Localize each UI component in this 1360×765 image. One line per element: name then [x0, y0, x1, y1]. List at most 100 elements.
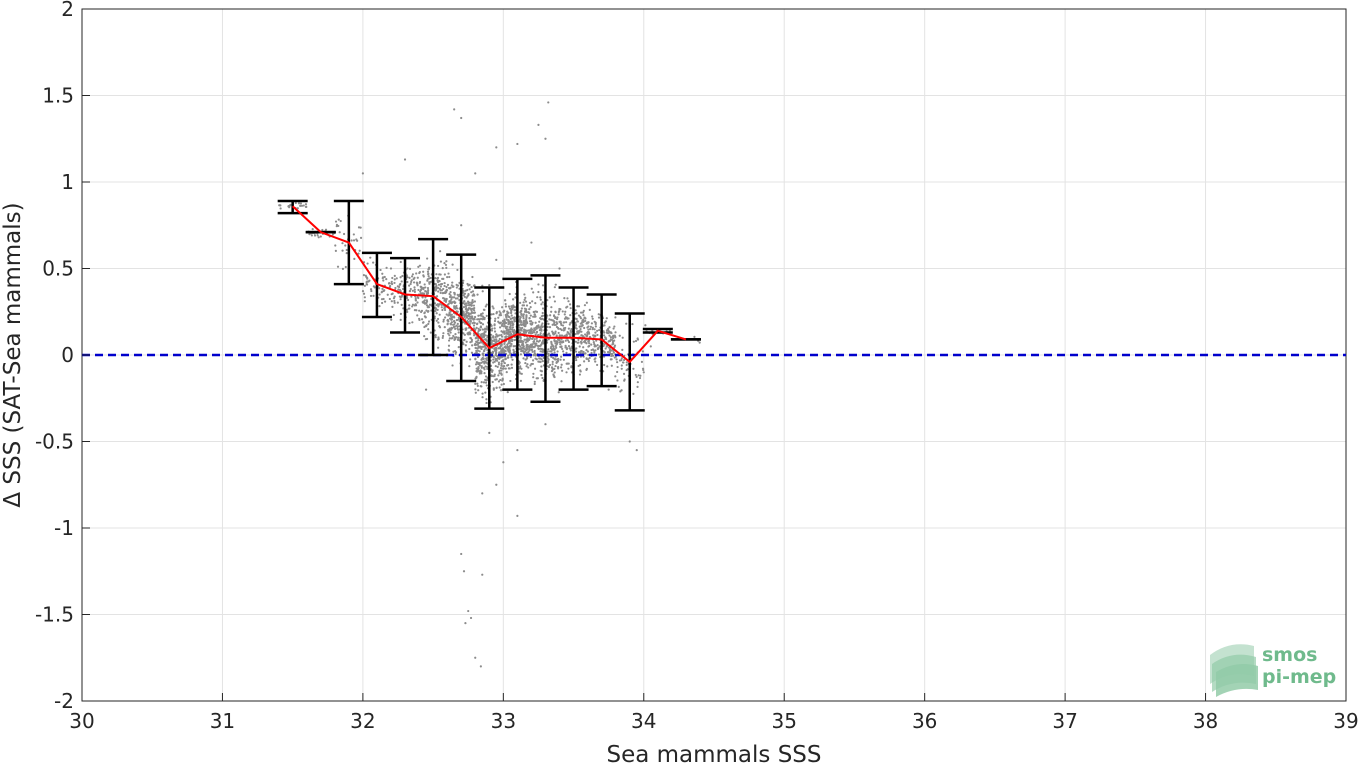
scatter-point	[574, 323, 577, 326]
scatter-point	[450, 326, 453, 329]
scatter-point	[474, 388, 477, 391]
scatter-point	[359, 236, 363, 239]
scatter-point	[468, 347, 471, 351]
scatter-point	[594, 325, 597, 328]
scatter-point	[607, 327, 610, 330]
scatter-point	[520, 312, 523, 315]
scatter-point	[555, 342, 559, 345]
scatter-point	[588, 335, 592, 339]
scatter-point	[483, 368, 486, 371]
scatter-point	[526, 351, 530, 354]
scatter-point	[519, 372, 522, 375]
scatter-point	[639, 374, 642, 377]
scatter-point	[463, 295, 466, 298]
scatter-point	[393, 278, 396, 281]
scatter-point	[484, 381, 488, 384]
y-axis-label: Δ SSS (SAT-Sea mammals)	[0, 202, 26, 507]
scatter-point	[532, 310, 535, 314]
scatter-point	[534, 326, 538, 329]
x-tick-label: 36	[912, 709, 937, 733]
scatter-point	[381, 277, 384, 280]
scatter-point	[428, 281, 431, 284]
scatter-point	[528, 308, 531, 311]
scatter-point	[649, 345, 652, 348]
scatter-point	[508, 350, 511, 353]
scatter-point	[530, 329, 533, 332]
scatter-point	[534, 328, 537, 331]
scatter-point	[413, 288, 416, 291]
scatter-point	[434, 288, 437, 291]
scatter-point	[610, 364, 613, 367]
scatter-point	[510, 305, 513, 308]
scatter-point	[455, 286, 458, 289]
scatter-point	[445, 299, 448, 302]
scatter-point	[479, 385, 482, 388]
scatter-point	[453, 305, 456, 309]
scatter-point	[503, 349, 507, 352]
scatter-point	[506, 345, 509, 348]
scatter-point	[581, 319, 584, 322]
scatter-point	[350, 239, 353, 242]
scatter-point	[393, 301, 396, 304]
scatter-point	[609, 349, 613, 352]
scatter-point	[504, 358, 507, 361]
scatter-point	[457, 336, 460, 339]
scatter-point	[466, 295, 469, 298]
scatter-point	[518, 335, 521, 339]
scatter-point	[612, 334, 615, 337]
scatter-point	[575, 358, 578, 362]
scatter-point	[393, 281, 396, 285]
scatter-point	[447, 302, 450, 305]
scatter-point	[567, 367, 570, 370]
scatter-point	[398, 295, 401, 298]
scatter-point	[419, 285, 422, 288]
scatter-point	[561, 324, 565, 327]
scatter-point	[520, 321, 523, 324]
scatter-point	[494, 357, 497, 360]
scatter-point	[321, 228, 324, 232]
scatter-point	[392, 297, 396, 300]
scatter-point	[503, 365, 506, 368]
scatter-point	[552, 374, 555, 377]
scatter-point	[289, 203, 292, 206]
scatter-point	[528, 301, 531, 305]
scatter-point	[443, 316, 447, 319]
scatter-point	[460, 552, 463, 556]
scatter-point	[547, 352, 550, 356]
scatter-point	[457, 331, 460, 334]
scatter-point	[409, 282, 412, 286]
scatter-point	[557, 327, 560, 330]
scatter-point	[494, 364, 497, 368]
scatter-point	[507, 332, 510, 336]
scatter-point	[413, 276, 416, 279]
scatter-point	[579, 351, 582, 354]
scatter-point	[480, 372, 483, 375]
scatter-point	[439, 250, 442, 253]
scatter-point	[466, 288, 469, 292]
scatter-point	[477, 389, 480, 392]
scatter-point	[471, 344, 474, 347]
scatter-point	[390, 300, 393, 303]
scatter-point	[574, 350, 578, 353]
scatter-point	[580, 325, 583, 328]
scatter-point	[555, 340, 558, 343]
scatter-point	[493, 324, 496, 327]
scatter-point	[592, 340, 595, 344]
scatter-point	[513, 350, 516, 353]
scatter-point	[541, 360, 544, 363]
scatter-point	[482, 335, 486, 339]
scatter-point	[537, 344, 540, 348]
scatter-point	[483, 338, 486, 341]
scatter-point	[497, 380, 501, 383]
scatter-point	[442, 318, 445, 321]
scatter-point	[428, 303, 432, 306]
scatter-point	[491, 380, 494, 384]
scatter-point	[490, 324, 493, 327]
x-axis-label: Sea mammals SSS	[606, 742, 821, 765]
scatter-point	[557, 313, 560, 316]
scatter-point	[560, 355, 563, 358]
scatter-point	[589, 327, 592, 331]
scatter-point	[553, 339, 556, 342]
scatter-point	[473, 343, 476, 346]
scatter-point	[525, 344, 528, 347]
